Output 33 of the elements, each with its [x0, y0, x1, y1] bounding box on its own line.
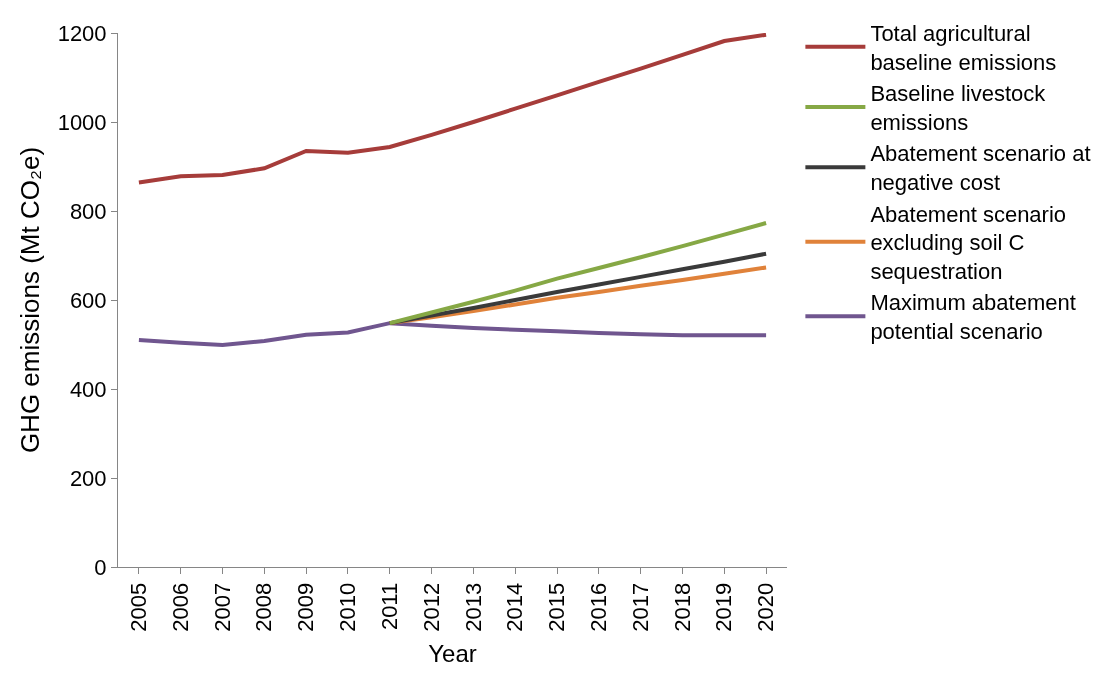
legend-label: Total agricultural baseline emissions [870, 21, 1057, 75]
x-tick-label: 2020 [753, 582, 779, 632]
y-tick-label: 0 [94, 554, 107, 580]
x-axis-title: Year [428, 640, 477, 668]
y-tick-label: 1000 [57, 109, 107, 135]
y-tick-label: 200 [69, 465, 107, 491]
x-tick-label: 2012 [418, 582, 444, 632]
x-tick-label: 2014 [502, 582, 528, 632]
legend-label: Abatement scenario excluding soil C sequestration [870, 201, 1067, 284]
x-tick-label: 2018 [669, 582, 695, 632]
line-series [387, 221, 769, 326]
x-tick-label: 2016 [585, 582, 611, 632]
x-tick-label: 2007 [209, 582, 235, 632]
x-tick-label: 2017 [627, 582, 653, 632]
x-tick-label: 2006 [167, 582, 193, 632]
line-series [136, 321, 769, 347]
y-tick-label: 1200 [57, 20, 107, 46]
x-tick-label: 2005 [126, 582, 152, 632]
x-tick-label: 2010 [335, 582, 361, 632]
legend-label: Baseline livestock emissions [870, 81, 1047, 135]
y-axis-title: GHG emissions (Mt CO₂e) [15, 146, 46, 454]
x-tick-label: 2011 [376, 582, 402, 631]
y-tick-label: 400 [69, 376, 107, 402]
y-tick-label: 600 [69, 287, 107, 313]
x-tick-label: 2009 [293, 582, 319, 632]
x-tick-label: 2013 [460, 582, 486, 632]
x-tick-label: 2019 [711, 582, 737, 632]
x-tick-label: 2008 [251, 582, 277, 632]
legend-label: Abatement scenario at negative cost [870, 141, 1091, 196]
y-tick-label: 800 [69, 198, 107, 224]
line-series [136, 33, 769, 185]
x-tick-label: 2015 [544, 582, 570, 632]
legend-label: Maximum abatement potential scenario [870, 290, 1076, 345]
